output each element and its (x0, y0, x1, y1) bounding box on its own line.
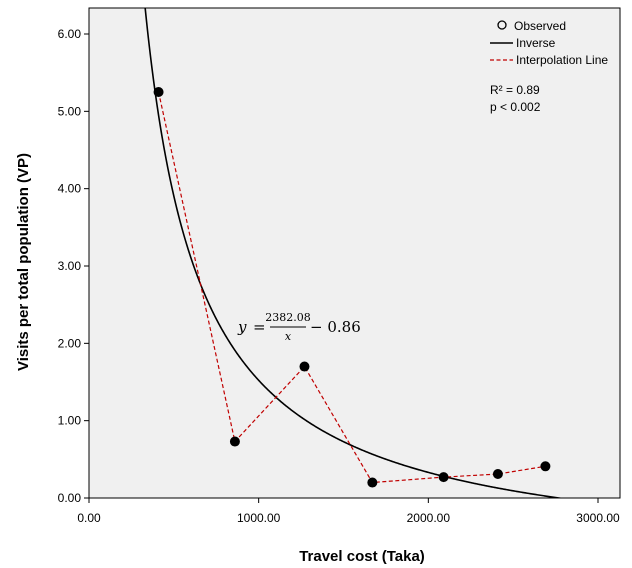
equation-constant: − 0.86 (310, 318, 361, 336)
observed-point (229, 436, 240, 447)
x-tick-label: 1000.00 (237, 511, 281, 525)
observed-points (153, 87, 551, 488)
y-tick-label: 1.00 (58, 414, 82, 428)
legend: Observed Inverse Interpolation Line (490, 19, 608, 67)
y-tick-label: 4.00 (58, 182, 82, 196)
observed-point (153, 87, 164, 97)
equation-denominator: x (285, 330, 292, 343)
x-axis-title: Travel cost (Taka) (299, 548, 425, 565)
x-tick-label: 3000.00 (576, 511, 620, 525)
legend-interpolation-label: Interpolation Line (516, 53, 608, 67)
observed-point (540, 461, 551, 472)
legend-observed-marker (497, 20, 507, 30)
y-tick-label: 3.00 (58, 259, 82, 273)
legend-inverse-label: Inverse (516, 36, 556, 50)
observed-point (367, 477, 378, 488)
x-tick-label: 0.00 (77, 511, 101, 525)
inverse-curve (144, 8, 565, 498)
equation-y: y (237, 318, 247, 336)
equation-equals: = (253, 318, 266, 336)
plot-area (88, 7, 621, 499)
x-tick-label: 2000.00 (407, 511, 451, 525)
equation-numerator: 2382.08 (265, 311, 311, 324)
legend-observed-label: Observed (514, 19, 566, 33)
y-tick-label: 6.00 (58, 27, 82, 41)
y-axis-title: Visits per total population (VP) (15, 153, 32, 371)
x-axis: 0.00 1000.00 2000.00 3000.00 (77, 498, 620, 525)
y-tick-label: 2.00 (58, 336, 82, 350)
equation-annotation: y = 2382.08 x − 0.86 (237, 311, 361, 343)
observed-point (299, 361, 310, 372)
y-tick-label: 0.00 (58, 491, 82, 505)
p-value-annotation: p < 0.002 (490, 100, 541, 114)
y-tick-label: 5.00 (58, 104, 82, 118)
y-axis: 0.00 1.00 2.00 3.00 4.00 5.00 6.00 (58, 27, 89, 505)
observed-point (492, 469, 503, 480)
observed-point (438, 472, 449, 483)
r-squared-annotation: R² = 0.89 (490, 83, 540, 97)
